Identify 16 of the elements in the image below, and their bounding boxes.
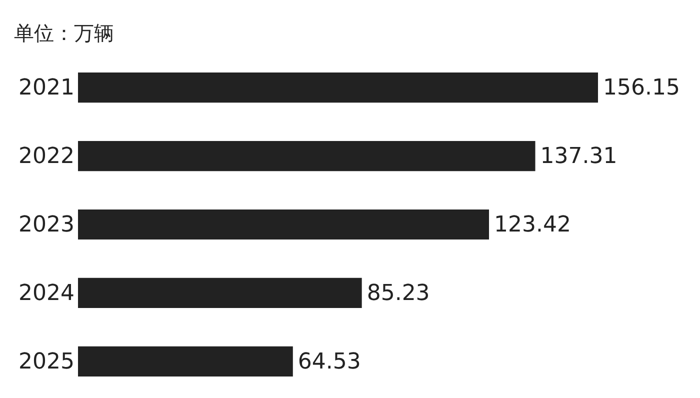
data-label: 137.31	[540, 144, 618, 170]
y-tick-label: 2023	[18, 212, 74, 238]
bar	[78, 140, 536, 172]
y-tick-label: 2024	[18, 280, 74, 306]
bar	[78, 278, 362, 308]
bar	[78, 209, 490, 240]
data-label: 123.42	[494, 212, 571, 238]
bar	[78, 346, 293, 376]
data-label: 85.23	[366, 280, 430, 306]
y-tick-label: 2022	[18, 144, 74, 170]
chart-title: 单位：万辆	[14, 21, 114, 45]
y-tick-label: 2021	[18, 76, 74, 101]
bar	[78, 72, 598, 103]
y-tick-label: 2025	[18, 349, 74, 374]
data-label: 156.15	[603, 76, 680, 101]
data-label: 64.53	[298, 349, 361, 374]
